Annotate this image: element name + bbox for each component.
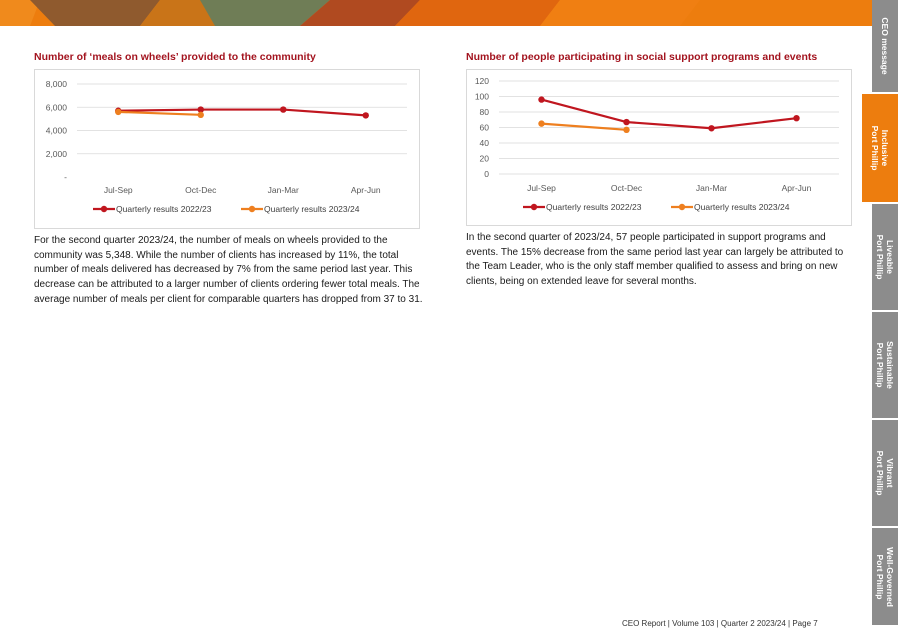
y-tick-label: 6,000 [46, 102, 68, 112]
data-point [793, 115, 800, 122]
y-tick-label: 0 [484, 169, 489, 179]
x-tick-label: Jan-Mar [696, 183, 727, 193]
x-tick-label: Jul-Sep [527, 183, 556, 193]
tab-label: Liveable Port Phillip [875, 234, 895, 280]
data-point [280, 106, 287, 113]
data-point [115, 108, 122, 116]
x-tick-label: Oct-Dec [185, 185, 217, 195]
meals-chart-svg: - 2,000 4,000 6,000 8,000 Jul-Sep Oct-Dec Jan-M… [46, 79, 407, 214]
tab-label: Well-Governed Port Phillip [875, 546, 895, 607]
series-line [118, 110, 201, 116]
x-tick-label: Apr-Jun [782, 183, 812, 193]
data-point [197, 111, 204, 119]
y-tick-label: 40 [480, 138, 490, 148]
tab-label: Vibrant Port Phillip [875, 450, 895, 496]
right-paragraph: In the second quarter of 2023/24, 57 peo… [466, 232, 844, 288]
legend-marker [530, 203, 538, 211]
x-tick-label: Jan-Mar [268, 185, 299, 195]
y-tick-label: 60 [480, 123, 490, 133]
social-support-chart: 0 20 40 60 80 100 120 Jul-Sep Oct-Dec Jan-Mar Apr-… [466, 69, 852, 226]
series-line [541, 98, 797, 130]
social-support-chart-svg: 0 20 40 60 80 100 120 Jul-Sep Oct-Dec Jan-Mar Apr-… [475, 76, 839, 212]
data-point [623, 126, 630, 134]
left-chart-title: Number of ‘meals on wheels’ provided to … [34, 51, 316, 63]
section-tabs: CEO message Inclusive Port Phillip Livea… [862, 0, 898, 627]
y-tick-label: 120 [475, 76, 489, 86]
y-tick-label: 8,000 [46, 79, 68, 89]
tab-sustainable-port-phillip[interactable]: Sustainable Port Phillip [872, 312, 898, 420]
tab-liveable-port-phillip[interactable]: Liveable Port Phillip [872, 204, 898, 312]
legend-marker [678, 203, 686, 211]
data-point [197, 106, 204, 113]
y-tick-label: - [64, 172, 67, 182]
y-tick-label: 20 [480, 154, 490, 164]
data-point [538, 96, 545, 103]
legend-label: Quarterly results 2022/23 [546, 202, 642, 212]
legend-marker [248, 205, 256, 213]
legend-label: Quarterly results 2023/24 [694, 202, 790, 212]
legend-marker [100, 205, 108, 213]
tab-inclusive-port-phillip[interactable]: Inclusive Port Phillip [862, 94, 898, 204]
left-paragraph: For the second quarter 2023/24, the numb… [34, 235, 423, 305]
tab-vibrant-port-phillip[interactable]: Vibrant Port Phillip [872, 420, 898, 528]
tab-ceo-message[interactable]: CEO message [872, 0, 898, 94]
legend-label: Quarterly results 2023/24 [264, 204, 360, 214]
header-banner [0, 0, 872, 26]
tab-label: CEO message [880, 17, 890, 75]
page-footer: CEO Report | Volume 103 | Quarter 2 2023… [622, 619, 818, 628]
series-line [541, 122, 627, 131]
data-point [362, 112, 369, 119]
legend-label: Quarterly results 2022/23 [116, 204, 212, 214]
data-point [538, 120, 545, 127]
y-tick-label: 80 [480, 107, 490, 117]
x-tick-label: Apr-Jun [351, 185, 381, 195]
tab-label: Inclusive Port Phillip [870, 125, 890, 171]
series-line [118, 108, 366, 117]
data-point [623, 118, 630, 126]
tab-well-governed-port-phillip[interactable]: Well-Governed Port Phillip [872, 528, 898, 627]
meals-chart: - 2,000 4,000 6,000 8,000 Jul-Sep Oct-Dec Jan-M… [34, 69, 420, 229]
x-tick-label: Jul-Sep [104, 185, 133, 195]
tab-label: Sustainable Port Phillip [875, 341, 895, 389]
header-banner-graphic [0, 0, 872, 26]
y-tick-label: 2,000 [46, 149, 68, 159]
x-tick-label: Oct-Dec [611, 183, 643, 193]
right-chart-title: Number of people participating in social… [466, 51, 818, 63]
y-tick-label: 4,000 [46, 126, 68, 136]
data-point [708, 125, 715, 132]
y-tick-label: 100 [475, 92, 489, 102]
